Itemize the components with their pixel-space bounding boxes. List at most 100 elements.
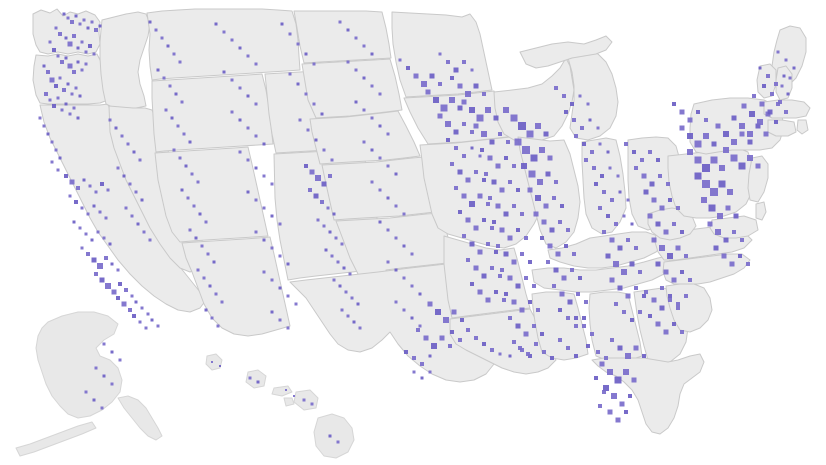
location-marker <box>336 440 340 444</box>
location-marker <box>767 109 773 115</box>
location-marker <box>680 230 684 234</box>
location-marker <box>541 219 547 225</box>
location-marker <box>358 326 362 330</box>
location-marker <box>784 58 788 62</box>
location-marker <box>511 259 517 265</box>
location-marker <box>586 102 590 106</box>
location-marker <box>566 316 570 320</box>
location-marker <box>386 260 390 264</box>
location-marker <box>86 26 90 30</box>
location-marker <box>458 210 462 214</box>
location-marker <box>412 356 416 360</box>
location-marker <box>715 229 721 235</box>
location-marker <box>90 20 94 24</box>
location-marker <box>126 142 130 146</box>
location-marker <box>410 284 414 288</box>
location-marker <box>54 26 58 30</box>
location-marker <box>604 356 608 360</box>
location-marker <box>641 173 647 179</box>
location-marker <box>516 228 520 232</box>
location-marker <box>766 74 770 78</box>
location-marker <box>100 182 104 186</box>
location-marker <box>643 189 649 195</box>
location-marker <box>84 62 88 66</box>
location-marker <box>518 122 526 130</box>
location-marker <box>230 38 234 42</box>
location-marker <box>477 249 483 255</box>
location-marker <box>530 154 538 162</box>
location-marker <box>732 230 736 234</box>
location-marker <box>298 118 302 122</box>
location-marker <box>510 114 518 122</box>
location-marker <box>330 254 334 258</box>
location-marker <box>184 164 188 168</box>
location-marker <box>402 244 406 248</box>
location-marker <box>566 228 570 232</box>
location-marker <box>438 52 442 56</box>
location-marker <box>52 48 56 52</box>
location-marker <box>708 204 716 212</box>
location-marker <box>784 110 788 114</box>
location-marker <box>64 36 68 40</box>
location-marker <box>462 234 466 238</box>
location-marker <box>668 298 672 302</box>
location-marker <box>535 123 541 129</box>
location-marker <box>140 306 144 310</box>
location-marker <box>694 172 702 180</box>
location-marker <box>701 197 707 203</box>
location-marker <box>108 118 112 122</box>
location-marker <box>214 292 218 296</box>
location-marker <box>254 198 258 202</box>
location-marker <box>78 94 82 98</box>
location-marker <box>92 398 96 402</box>
location-marker <box>613 261 619 267</box>
region-alaska-panhandle <box>117 395 163 441</box>
location-marker <box>280 22 284 26</box>
location-marker <box>100 406 104 410</box>
location-marker <box>679 109 685 115</box>
location-marker <box>108 242 112 246</box>
location-marker <box>574 134 578 138</box>
location-marker <box>482 218 486 222</box>
location-marker <box>72 34 76 38</box>
location-marker <box>596 126 600 130</box>
location-marker <box>76 46 80 50</box>
location-marker <box>788 76 792 80</box>
location-marker <box>792 66 796 70</box>
region-south-carolina <box>665 283 713 333</box>
location-marker <box>182 132 186 136</box>
location-marker <box>539 147 545 153</box>
location-marker <box>518 346 522 350</box>
location-marker <box>520 252 524 256</box>
location-marker <box>715 123 721 129</box>
location-marker <box>440 104 448 112</box>
location-marker <box>727 189 733 195</box>
location-marker <box>156 324 160 328</box>
location-marker <box>66 82 70 86</box>
location-marker <box>219 365 221 367</box>
location-marker <box>82 178 86 182</box>
location-marker <box>723 147 729 153</box>
location-marker <box>334 236 338 240</box>
location-marker <box>378 220 382 224</box>
location-marker <box>696 110 700 114</box>
location-marker <box>469 201 475 207</box>
location-marker <box>288 32 292 36</box>
location-marker <box>628 394 632 398</box>
location-marker <box>294 302 298 306</box>
location-marker <box>659 205 665 211</box>
location-marker <box>554 86 558 90</box>
location-marker <box>623 369 629 375</box>
location-marker <box>418 324 422 328</box>
location-marker <box>136 222 140 226</box>
location-marker <box>450 330 454 334</box>
location-marker <box>710 156 718 164</box>
location-marker <box>340 242 344 246</box>
location-marker <box>672 322 676 326</box>
location-marker <box>617 345 623 351</box>
location-marker <box>465 217 471 223</box>
location-marker <box>302 398 306 402</box>
location-marker <box>320 112 324 116</box>
location-marker <box>755 123 761 129</box>
